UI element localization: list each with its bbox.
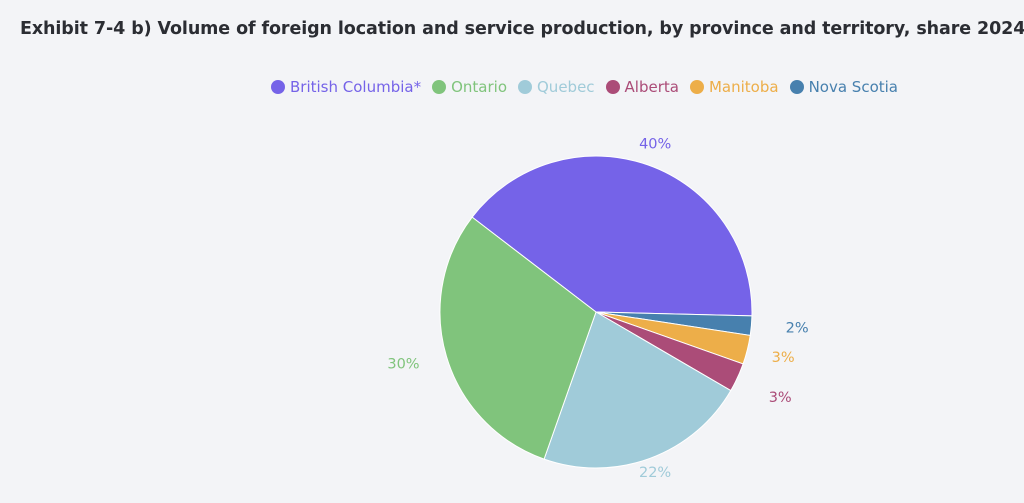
slice-data-label: 2% bbox=[786, 321, 809, 337]
legend-item[interactable]: Alberta bbox=[605, 78, 679, 96]
legend-swatch bbox=[271, 80, 285, 94]
chart-title: Exhibit 7-4 b) Volume of foreign locatio… bbox=[20, 19, 1024, 39]
legend-item[interactable]: Nova Scotia bbox=[789, 78, 898, 96]
slice-data-label: 22% bbox=[639, 465, 671, 481]
legend-label: Ontario bbox=[451, 78, 507, 96]
slice-data-label: 3% bbox=[772, 350, 795, 366]
legend-label: Manitoba bbox=[708, 78, 779, 96]
slice-data-label: 30% bbox=[387, 357, 419, 373]
pie-slice[interactable] bbox=[471, 155, 753, 317]
legend-swatch bbox=[689, 80, 704, 94]
slice-data-label: 3% bbox=[769, 390, 792, 406]
legend-item[interactable]: Ontario bbox=[432, 78, 507, 96]
legend-item[interactable]: Quebec bbox=[518, 78, 595, 96]
pie-slice[interactable] bbox=[543, 311, 732, 469]
legend-swatch bbox=[605, 80, 620, 94]
legend-swatch bbox=[432, 80, 447, 94]
legend-swatch bbox=[518, 80, 532, 94]
chart-legend: British Columbia* Ontario Quebec Alberta Man… bbox=[271, 78, 909, 96]
pie-slice[interactable] bbox=[439, 216, 597, 460]
slice-data-label: 40% bbox=[639, 136, 671, 152]
legend-item[interactable]: Manitoba bbox=[689, 78, 779, 96]
legend-label: Alberta bbox=[624, 78, 679, 96]
legend-label: Nova Scotia bbox=[808, 78, 898, 96]
legend-item[interactable]: British Columbia* bbox=[271, 78, 421, 96]
legend-label: British Columbia* bbox=[290, 78, 422, 96]
legend-swatch bbox=[789, 80, 804, 94]
legend-label: Quebec bbox=[537, 78, 595, 96]
